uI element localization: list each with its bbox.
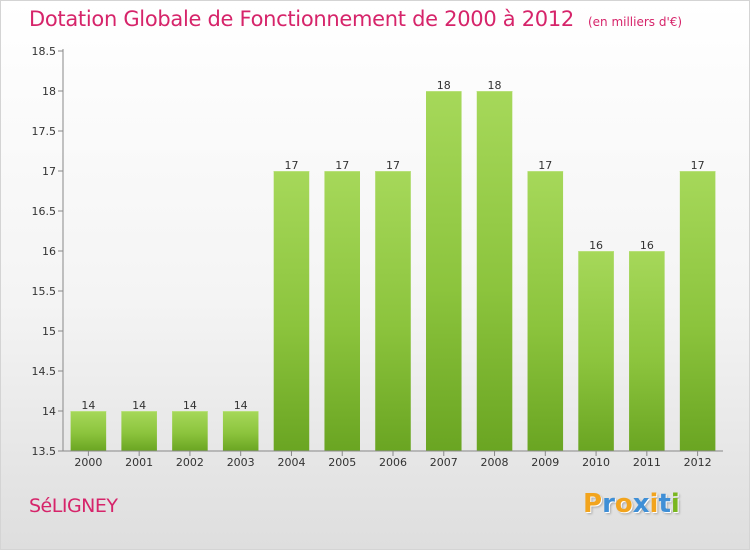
y-tick-label: 15 (42, 325, 56, 338)
data-label: 14 (81, 399, 95, 412)
data-label: 17 (691, 159, 705, 172)
chart-subtitle: (en milliers d'€) (587, 15, 683, 29)
logo-letter: o (614, 489, 633, 519)
x-tick-label: 2009 (531, 456, 559, 469)
logo-letter: P (583, 489, 603, 519)
y-tick-label: 14 (42, 405, 56, 418)
data-label: 17 (335, 159, 349, 172)
title-block: Dotation Globale de Fonctionnement de 20… (29, 7, 682, 31)
commune-name: SéLIGNEY (29, 495, 118, 517)
y-tick-label: 14.5 (32, 365, 57, 378)
data-label: 18 (437, 79, 451, 92)
data-label: 18 (488, 79, 502, 92)
logo-letter: x (632, 489, 650, 519)
data-label: 16 (640, 239, 654, 252)
bar (324, 171, 360, 451)
x-tick-label: 2003 (227, 456, 255, 469)
data-label: 14 (183, 399, 197, 412)
data-label: 17 (284, 159, 298, 172)
x-tick-label: 2007 (430, 456, 458, 469)
x-tick-label: 2000 (74, 456, 102, 469)
logo-letter: t (658, 489, 671, 519)
data-label: 17 (386, 159, 400, 172)
x-tick-label: 2011 (633, 456, 661, 469)
bar (273, 171, 310, 451)
y-tick-label: 17 (42, 165, 56, 178)
x-tick-label: 2002 (176, 456, 204, 469)
y-tick-label: 15.5 (32, 285, 57, 298)
bar (679, 171, 716, 451)
bar (527, 171, 564, 451)
bar (70, 411, 107, 451)
logo-letter: r (602, 489, 615, 519)
x-tick-label: 2008 (481, 456, 509, 469)
logo-letter: i (670, 489, 680, 519)
chart-title: Dotation Globale de Fonctionnement de 20… (29, 7, 574, 31)
bar (121, 411, 157, 451)
x-tick-label: 2006 (379, 456, 407, 469)
x-tick-label: 2010 (582, 456, 610, 469)
logo-letter: i (649, 489, 659, 519)
data-label: 14 (132, 399, 146, 412)
x-tick-label: 2005 (328, 456, 356, 469)
bar (222, 411, 259, 451)
y-tick-label: 16 (42, 245, 56, 258)
x-tick-label: 2004 (277, 456, 305, 469)
data-label: 17 (538, 159, 552, 172)
x-tick-label: 2001 (125, 456, 153, 469)
y-tick-label: 18.5 (32, 45, 57, 58)
bar (476, 91, 513, 451)
proxiti-logo: Proxiti (583, 489, 680, 519)
bar (426, 91, 462, 451)
data-label: 14 (234, 399, 248, 412)
y-tick-label: 18 (42, 85, 56, 98)
x-tick-label: 2012 (684, 456, 712, 469)
y-tick-label: 13.5 (32, 445, 57, 458)
y-tick-label: 17.5 (32, 125, 57, 138)
data-label: 16 (589, 239, 603, 252)
bar (629, 251, 665, 451)
bar (578, 251, 614, 451)
y-tick-label: 16.5 (32, 205, 57, 218)
bar (172, 411, 208, 451)
bar (375, 171, 411, 451)
